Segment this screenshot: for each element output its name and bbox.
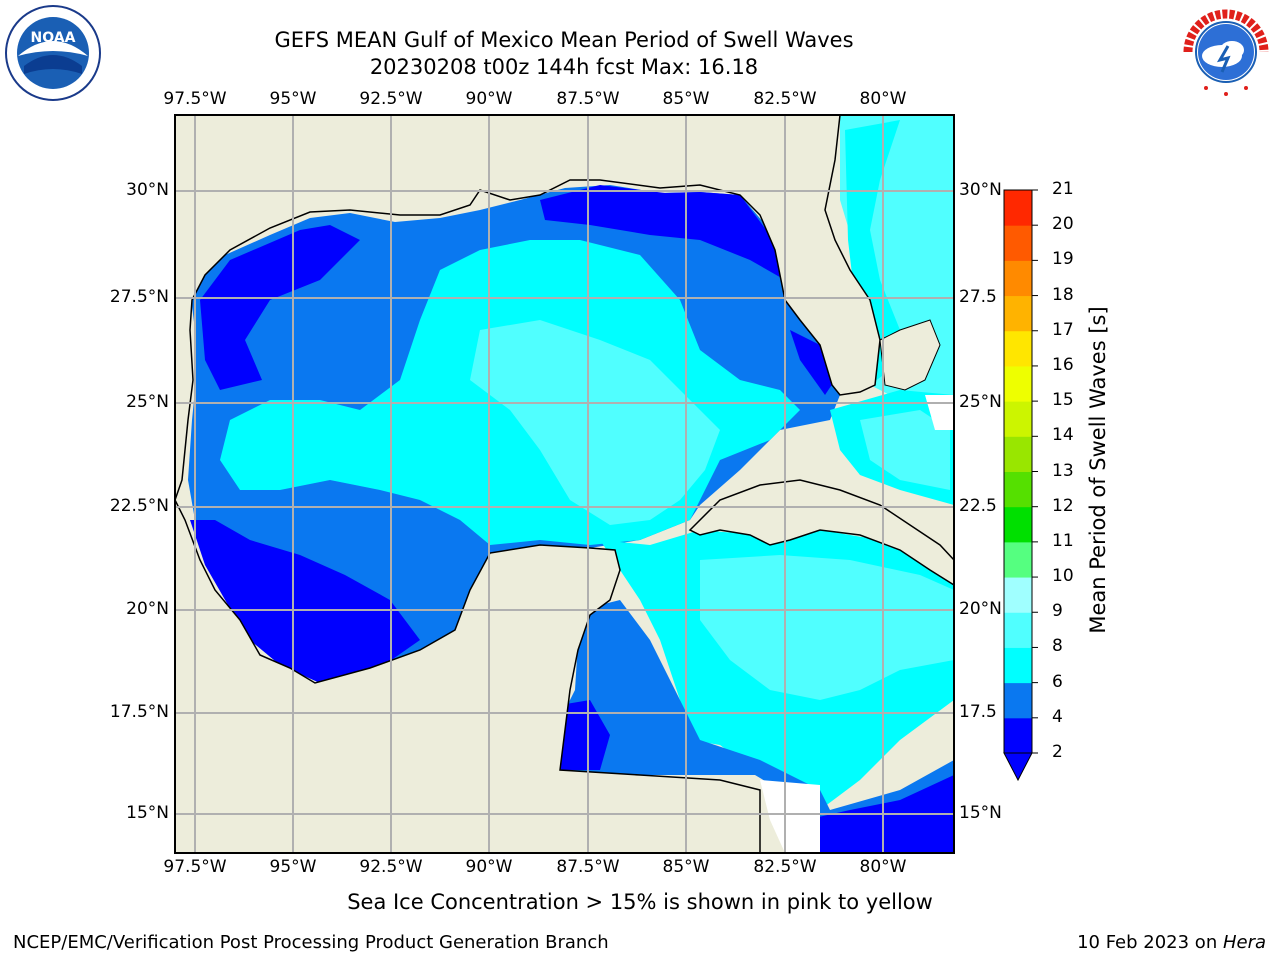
lon-tick: 95°W bbox=[269, 89, 317, 109]
colorbar bbox=[1003, 189, 1038, 782]
gulf-swell-band-6-8 bbox=[470, 320, 720, 525]
colorbar-segment bbox=[1004, 647, 1032, 684]
colorbar-label: Mean Period of Swell Waves [s] bbox=[1086, 306, 1110, 634]
lon-tick: 92.5°W bbox=[359, 89, 423, 109]
colorbar-segment bbox=[1004, 225, 1032, 261]
colorbar-tick-label: 2 bbox=[1052, 742, 1063, 762]
gulf-swell-band-lt2-west bbox=[200, 225, 360, 390]
lat-tick: 20°N bbox=[959, 599, 1002, 619]
lon-tick: 80°W bbox=[859, 89, 907, 109]
chart-subtitle: 20230208 t00z 144h fcst Max: 16.18 bbox=[369, 55, 759, 79]
lat-tick: 15°N bbox=[126, 803, 169, 823]
date-stamp: 10 Feb 2023 on Hera bbox=[1077, 932, 1266, 953]
lon-tick: 87.5°W bbox=[556, 89, 620, 109]
sea-ice-note: Sea Ice Concentration > 15% is shown in … bbox=[0, 890, 1280, 914]
colorbar-segment bbox=[1004, 260, 1032, 297]
colorbar-tick-label: 13 bbox=[1052, 460, 1074, 481]
lon-tick: 92.5°W bbox=[359, 857, 423, 877]
graticule bbox=[175, 115, 954, 853]
chart-title: GEFS MEAN Gulf of Mexico Mean Period of … bbox=[274, 28, 854, 52]
lon-tick: 80°W bbox=[859, 857, 907, 877]
nws-logo bbox=[1180, 6, 1272, 98]
lat-tick: 15°N bbox=[959, 803, 1002, 823]
colorbar-segment bbox=[1004, 577, 1032, 613]
colorbar-segment bbox=[1004, 436, 1032, 472]
colorbar-extend-arrow bbox=[1003, 752, 1033, 782]
lon-tick: 90°W bbox=[465, 89, 513, 109]
colorbar-tick-label: 4 bbox=[1052, 706, 1063, 727]
lat-tick: 25°N bbox=[126, 392, 169, 412]
lat-tick: 20°N bbox=[126, 599, 169, 619]
lon-tick: 85°W bbox=[662, 89, 710, 109]
land-mexico bbox=[175, 499, 761, 853]
lat-tick: 17.5 bbox=[959, 702, 997, 722]
credit-text: NCEP/EMC/Verification Post Processing Pr… bbox=[13, 932, 609, 953]
lon-tick: 87.5°W bbox=[556, 857, 620, 877]
lat-tick: 27.5°N bbox=[109, 287, 169, 307]
colorbar-tick-label: 17 bbox=[1052, 319, 1074, 340]
caribbean-swell-band-2-4 bbox=[555, 600, 954, 853]
lon-tick: 82.5°W bbox=[753, 89, 817, 109]
colorbar-segment bbox=[1004, 717, 1032, 754]
colorbar-segment bbox=[1004, 506, 1032, 543]
colorbar-tick-label: 6 bbox=[1052, 671, 1063, 692]
colorbar-tick-label: 19 bbox=[1052, 249, 1074, 270]
lon-tick: 97.5°W bbox=[163, 89, 227, 109]
colorbar-tick-label: 15 bbox=[1052, 390, 1074, 411]
sea-ice-note-text: Sea Ice Concentration > 15% is shown in … bbox=[347, 890, 933, 914]
noaa-logo: NOAA bbox=[5, 5, 101, 101]
gulf-swell-band-lt2-north bbox=[540, 185, 785, 280]
colorbar-segment bbox=[1004, 330, 1032, 367]
gulf-swell-band-lt2-fl bbox=[790, 330, 835, 395]
yucatan-strait-band-lt2 bbox=[560, 700, 610, 770]
colorbar-tick-label: 9 bbox=[1052, 601, 1063, 622]
colorbar-tick-label: 18 bbox=[1052, 284, 1074, 305]
colorbar-tick-label: 11 bbox=[1052, 530, 1074, 551]
colorbar-segment bbox=[1004, 541, 1032, 578]
lon-tick: 85°W bbox=[662, 857, 710, 877]
map-frame bbox=[174, 114, 955, 854]
colorbar-tick-label: 21 bbox=[1052, 179, 1074, 199]
noaa-logo-text: NOAA bbox=[31, 30, 76, 46]
lat-tick: 30°N bbox=[959, 180, 1002, 200]
colorbar-segment bbox=[1004, 295, 1032, 332]
colorbar-segment bbox=[1004, 401, 1032, 437]
lon-tick: 82.5°W bbox=[753, 857, 817, 877]
gulf-swell-band-lt2-sw bbox=[190, 520, 420, 683]
lat-tick: 25°N bbox=[959, 392, 1002, 412]
colorbar-tick-label: 16 bbox=[1052, 354, 1074, 375]
lat-tick: 22.5 bbox=[959, 496, 997, 516]
colorbar-tick-label: 8 bbox=[1052, 636, 1063, 657]
colorbar-segment bbox=[1004, 365, 1032, 402]
colorbar-segment bbox=[1004, 682, 1032, 719]
lon-tick: 90°W bbox=[465, 857, 513, 877]
colorbar-segment bbox=[1004, 471, 1032, 508]
colorbar-tick-label: 14 bbox=[1052, 425, 1074, 446]
colorbar-tick-label: 20 bbox=[1052, 214, 1074, 235]
lat-tick: 17.5°N bbox=[109, 702, 169, 722]
caribbean-swell-band-6-8 bbox=[700, 555, 954, 700]
land-florida-tip bbox=[879, 319, 941, 391]
colorbar-segment bbox=[1004, 190, 1032, 226]
colorbar-tick-label: 10 bbox=[1052, 566, 1074, 587]
lat-tick: 22.5°N bbox=[109, 496, 169, 516]
machine-name: Hera bbox=[1222, 932, 1266, 953]
lat-tick: 30°N bbox=[126, 180, 169, 200]
colorbar-tick-label: 12 bbox=[1052, 495, 1074, 516]
date-text: 10 Feb 2023 on bbox=[1077, 932, 1223, 953]
lat-tick: 27.5 bbox=[959, 287, 997, 307]
colorbar-segment bbox=[1004, 612, 1032, 648]
lon-tick: 97.5°W bbox=[163, 857, 227, 877]
no-data-caribbean-coast bbox=[760, 780, 820, 853]
lon-tick: 95°W bbox=[269, 857, 317, 877]
